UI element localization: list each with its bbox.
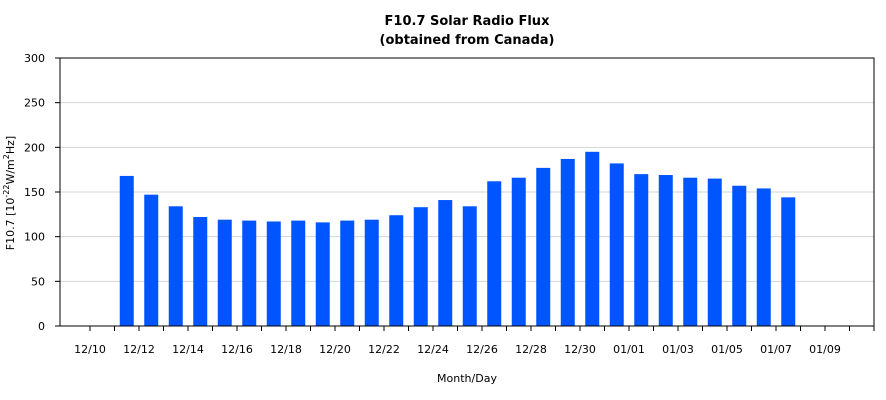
x-tick-label-14: 01/07 (760, 343, 792, 356)
x-axis-label: Month/Day (437, 372, 497, 385)
bar-01-02 (658, 175, 673, 326)
y-tick-label-3: 150 (24, 186, 45, 199)
x-tick-label-1: 12/12 (123, 343, 155, 356)
x-tick-label-5: 12/20 (319, 343, 351, 356)
bar-12-13 (168, 206, 183, 326)
y-tick-label-2: 100 (24, 231, 45, 244)
bar-12-23 (413, 207, 428, 326)
bar-01-03 (683, 177, 698, 326)
bar-12-29 (560, 158, 575, 326)
x-tick-label-2: 12/14 (172, 343, 204, 356)
chart-subtitle: (obtained from Canada) (380, 33, 555, 48)
bar-12-11 (119, 175, 134, 326)
bar-12-12 (144, 194, 159, 326)
x-tick-label-8: 12/26 (466, 343, 498, 356)
bar-12-28 (536, 167, 551, 326)
bar-12-26 (487, 181, 502, 326)
bars (119, 151, 796, 326)
bar-12-31 (609, 163, 624, 326)
x-tick-label-9: 12/28 (515, 343, 547, 356)
y-axis-label-exp2: 2 (2, 154, 11, 159)
bar-01-01 (634, 174, 649, 326)
y-axis-label-prefix: F10.7 [10 (4, 198, 17, 251)
bar-01-06 (756, 188, 771, 326)
bar-12-30 (585, 151, 600, 326)
x-tick-label-12: 01/03 (662, 343, 694, 356)
plot-frame (59, 57, 875, 327)
y-axis-label: F10.7 [10-22W/m2Hz] (2, 136, 17, 250)
bar-12-27 (511, 177, 526, 326)
x-tick-label-10: 12/30 (564, 343, 596, 356)
x-tick-label-13: 01/05 (711, 343, 743, 356)
y-tick-label-6: 300 (24, 52, 45, 65)
chart-title: F10.7 Solar Radio Flux (385, 14, 551, 29)
y-axis-label-exp1: -22 (2, 185, 11, 198)
bar-01-05 (732, 185, 747, 326)
x-tick-label-11: 01/01 (613, 343, 645, 356)
x-tick-label-6: 12/22 (368, 343, 400, 356)
bar-12-16 (242, 220, 257, 326)
bar-12-15 (217, 219, 232, 326)
y-tick-label-5: 250 (24, 97, 45, 110)
y-axis-label-suffix: Hz] (4, 136, 17, 154)
x-tick-label-7: 12/24 (417, 343, 449, 356)
bar-12-21 (364, 219, 379, 326)
y-tick-label-1: 50 (31, 275, 45, 288)
bar-12-19 (315, 222, 330, 326)
bar-12-14 (193, 217, 208, 326)
bar-12-18 (291, 220, 306, 326)
bar-12-24 (438, 200, 453, 326)
x-tick-labels: 12/10 12/12 12/14 12/16 12/18 12/20 12/22 12/24… (74, 343, 841, 356)
y-tick-label-4: 200 (24, 141, 45, 154)
bar-12-25 (462, 206, 477, 326)
x-tick-label-3: 12/16 (221, 343, 253, 356)
bar-12-20 (340, 220, 355, 326)
bar-12-22 (389, 215, 404, 326)
x-tick-label-15: 01/09 (809, 343, 841, 356)
axes (55, 57, 875, 331)
y-tick-labels: 0 50 100 150 200 250 300 (24, 52, 45, 333)
bar-01-04 (707, 178, 722, 326)
x-tick-label-4: 12/18 (270, 343, 302, 356)
y-axis-label-mid: W/m (4, 159, 17, 184)
x-tick-label-0: 12/10 (74, 343, 106, 356)
bar-12-17 (266, 221, 281, 326)
y-tick-label-0: 0 (38, 320, 45, 333)
bar-01-07 (781, 197, 796, 326)
